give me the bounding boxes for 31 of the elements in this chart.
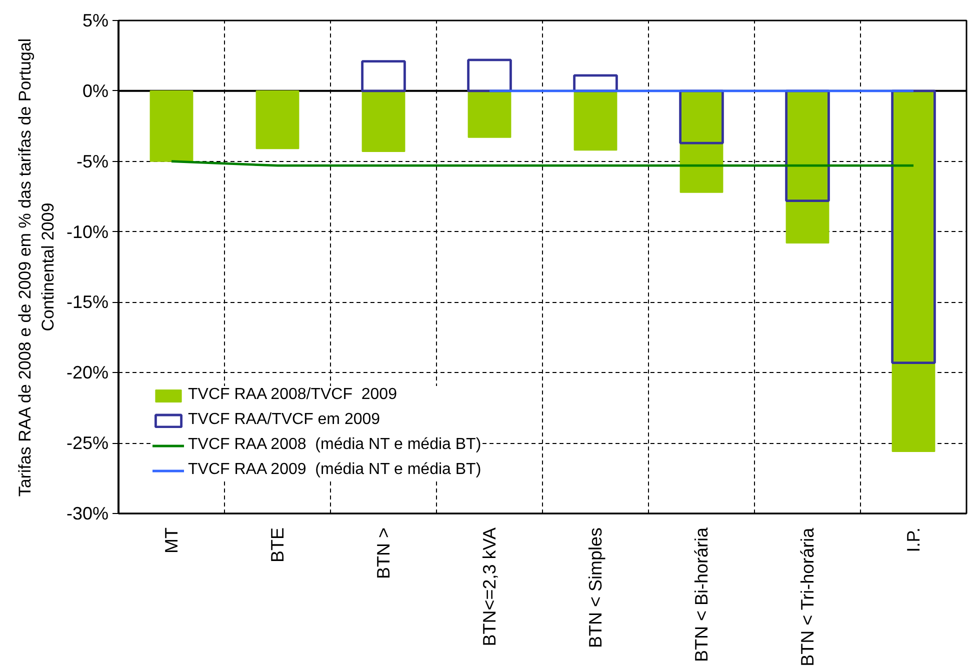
x-tick-label: I.P. (904, 527, 924, 552)
x-tick-label: BTE (268, 527, 288, 563)
bar (256, 90, 300, 150)
y-tick-label: -10% (66, 222, 109, 242)
x-tick-label: BTN < Bi-horária (692, 526, 712, 662)
bar (574, 90, 618, 151)
bar (786, 90, 830, 244)
x-tick-label: BTN < Tri-horária (798, 526, 818, 666)
x-tick-label: BTN<=2,3 kVA (480, 527, 500, 646)
bar (150, 90, 194, 162)
y-tick-label: -25% (66, 433, 109, 454)
legend-label: TVCF RAA 2008/TVCF 2009 (188, 386, 397, 404)
x-tick-label: BTN < Simples (586, 527, 606, 648)
y-tick-label: -30% (66, 504, 109, 524)
bar (468, 90, 512, 138)
legend-label: TVCF RAA 2008 (média NT e média BT) (188, 436, 482, 454)
bar (892, 90, 936, 452)
bar (362, 90, 406, 152)
y-tick-label: 0% (82, 80, 108, 101)
legend-label: TVCF RAA/TVCF em 2009 (188, 411, 380, 429)
y-tick-label: -20% (66, 362, 109, 383)
bar (361, 60, 406, 92)
y-axis-title: Tarifas RAA de 2008 e de 2009 em % das tarifas de Portugal Continental 2009 (16, 38, 58, 497)
y-tick-label: -5% (76, 151, 109, 172)
x-tick-label: BTN > (374, 527, 394, 580)
y-tick-label: 5% (82, 10, 108, 30)
y-tick-label: -15% (66, 292, 109, 312)
bar (891, 90, 936, 364)
bar (680, 90, 724, 193)
x-tick-label: MT (162, 527, 182, 554)
legend-label: TVCF RAA 2009 (média NT e média BT) (188, 461, 482, 479)
